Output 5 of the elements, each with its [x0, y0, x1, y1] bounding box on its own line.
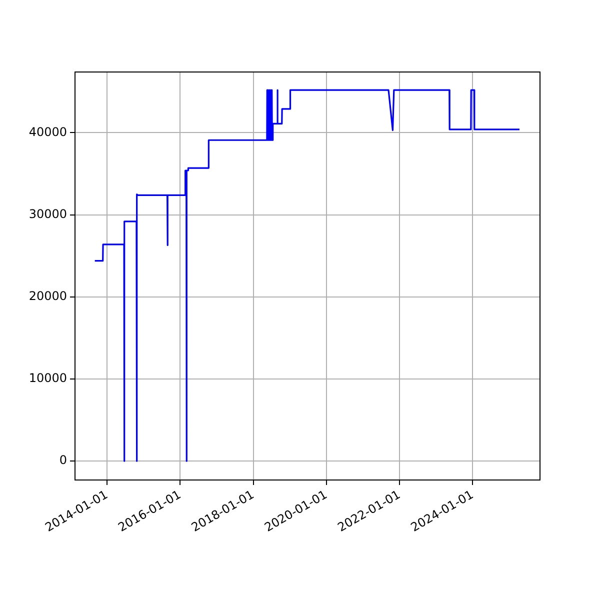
- y-tick-label: 20000: [28, 289, 67, 304]
- y-tick-label: 30000: [28, 206, 67, 221]
- y-tick-label: 0: [59, 453, 67, 468]
- y-tick-label: 40000: [28, 124, 67, 139]
- y-tick-label: 10000: [28, 371, 67, 386]
